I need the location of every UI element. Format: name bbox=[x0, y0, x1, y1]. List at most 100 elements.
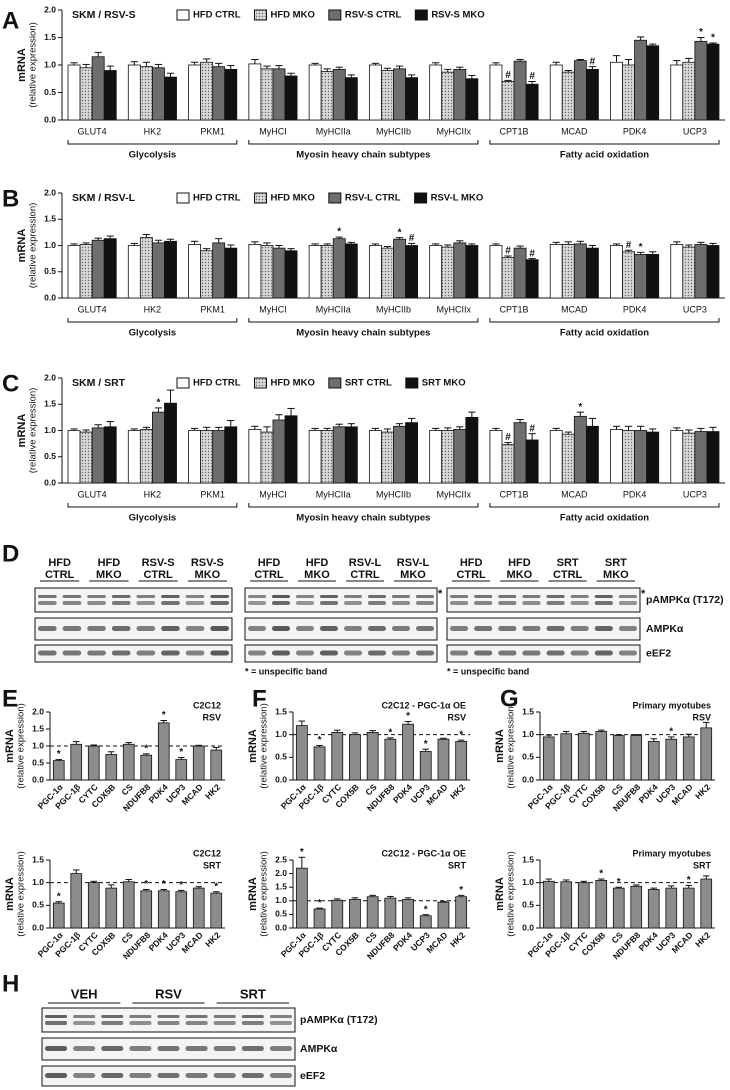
group-bracket bbox=[248, 503, 479, 508]
bar bbox=[188, 64, 202, 121]
unspecific-band-marker: * bbox=[641, 588, 646, 600]
x-tick-label: MyHCIIb bbox=[376, 126, 411, 136]
y-axis-label-sub: (relative expression) bbox=[506, 851, 517, 937]
blot-band bbox=[450, 626, 469, 631]
x-tick-label: HK2 bbox=[448, 782, 467, 801]
blot-band bbox=[320, 650, 338, 656]
bar bbox=[332, 238, 346, 299]
blot-band bbox=[136, 626, 156, 631]
lane-label: RSV-L bbox=[349, 557, 382, 569]
blot-band bbox=[594, 595, 613, 598]
blot-frame bbox=[446, 587, 641, 613]
y-tick-label: 1.5 bbox=[44, 32, 56, 42]
bar bbox=[525, 439, 539, 484]
lane-label: RSV-S bbox=[191, 557, 224, 569]
x-tick-label: MyHCIIx bbox=[437, 489, 472, 499]
blot-band bbox=[618, 601, 637, 605]
bar bbox=[706, 431, 720, 484]
blot-frame bbox=[34, 644, 233, 663]
lane-label: RSV-S bbox=[142, 557, 175, 569]
blot-band bbox=[522, 601, 541, 605]
bar bbox=[368, 64, 382, 121]
group-bracket bbox=[67, 140, 238, 145]
significance-mark: # bbox=[529, 248, 535, 259]
x-tick-label: MyHCIIb bbox=[376, 304, 411, 314]
x-tick-label: CPT1B bbox=[500, 304, 529, 314]
blot-band bbox=[111, 626, 131, 631]
blot-frame bbox=[446, 617, 641, 641]
blot-band bbox=[474, 626, 493, 631]
legend-label: SRT MKO bbox=[422, 378, 466, 389]
y-tick-label: 0.5 bbox=[32, 757, 44, 767]
bar bbox=[561, 71, 575, 121]
legend-swatch bbox=[176, 192, 190, 204]
bar bbox=[573, 243, 587, 299]
y-axis-label-sub: (relative expression) bbox=[259, 703, 270, 789]
blot-band bbox=[161, 650, 180, 656]
blot-band bbox=[450, 595, 469, 598]
blot-band bbox=[368, 595, 386, 598]
bar bbox=[366, 732, 379, 781]
blot-band bbox=[161, 595, 180, 598]
bar bbox=[513, 247, 527, 299]
bar bbox=[320, 71, 334, 121]
x-tick-label: MCAD bbox=[561, 489, 588, 499]
bar bbox=[647, 889, 660, 929]
blot-band bbox=[546, 601, 565, 605]
legend-label: HFD MKO bbox=[271, 10, 315, 21]
bar bbox=[152, 411, 165, 484]
y-axis-label: mRNA bbox=[16, 229, 28, 263]
bar bbox=[670, 244, 684, 299]
bar bbox=[646, 431, 660, 484]
bar bbox=[665, 738, 678, 781]
bar bbox=[157, 890, 170, 929]
legend-label: HFD CTRL bbox=[193, 10, 241, 21]
blot-band bbox=[368, 650, 386, 656]
blot-band bbox=[570, 626, 589, 631]
blot-band bbox=[269, 1021, 292, 1025]
bar bbox=[429, 64, 443, 121]
blot-band bbox=[546, 626, 565, 631]
bar bbox=[224, 69, 238, 121]
blot-band bbox=[73, 1015, 96, 1018]
y-tick-label: 0.0 bbox=[32, 922, 44, 932]
y-tick-label: 1.0 bbox=[44, 59, 56, 69]
chart-subtitle: SRT bbox=[203, 860, 222, 870]
bar bbox=[192, 745, 205, 781]
bar bbox=[560, 733, 573, 781]
bar bbox=[647, 741, 660, 781]
significance-mark: * bbox=[179, 880, 183, 891]
bar bbox=[634, 430, 648, 484]
legend-label: RSV-L CTRL bbox=[345, 193, 401, 204]
blot-band bbox=[269, 1015, 292, 1018]
bar bbox=[560, 881, 573, 929]
blot-band bbox=[618, 595, 637, 598]
blot-band bbox=[45, 1073, 68, 1078]
bar bbox=[646, 254, 660, 299]
blot-band bbox=[38, 626, 57, 631]
blot-frame bbox=[244, 644, 438, 663]
bar bbox=[349, 899, 361, 929]
blot-band bbox=[62, 626, 82, 631]
blot-band bbox=[296, 601, 314, 605]
panel-letter: A bbox=[2, 7, 19, 34]
panel-letter: H bbox=[2, 970, 19, 997]
bar bbox=[349, 734, 361, 781]
blot-band bbox=[344, 626, 362, 631]
bar bbox=[577, 882, 590, 929]
bar bbox=[79, 431, 93, 484]
blot-band bbox=[546, 595, 565, 598]
blot-row-label: eEF2 bbox=[300, 1070, 325, 1082]
bar bbox=[52, 760, 65, 781]
legend-label: RSV-L MKO bbox=[431, 193, 484, 204]
y-axis-label: mRNA bbox=[16, 48, 28, 82]
bar bbox=[682, 246, 696, 299]
y-axis-label: mRNA bbox=[247, 877, 259, 911]
blot-band bbox=[241, 1015, 264, 1018]
blot-band bbox=[62, 601, 82, 605]
blot-band bbox=[185, 1021, 208, 1025]
bar bbox=[344, 77, 358, 121]
blot-band bbox=[101, 1046, 124, 1051]
blot-band bbox=[392, 595, 410, 598]
x-tick-label: HK2 bbox=[693, 930, 712, 949]
